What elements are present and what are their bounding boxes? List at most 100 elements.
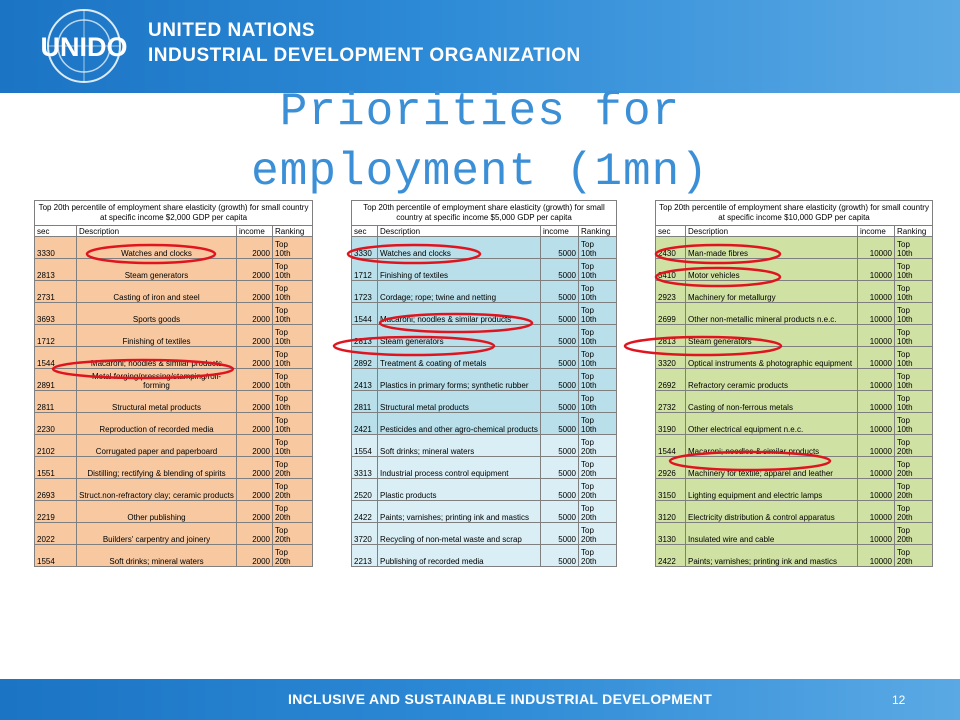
ranking-line2: 20th [897, 513, 913, 522]
cell-description: Macaroni; noodles & similar products [377, 302, 541, 325]
table-row: 2213 Publishing of recorded media 5000 Top 2… [351, 544, 618, 567]
cell-ranking: Top 10th [271, 346, 314, 369]
ranking-line1: Top [897, 306, 910, 315]
table-row: 1544 Macaroni; noodles & similar products… [34, 346, 314, 369]
table-row: 2813 Steam generators 2000 Top 10th [34, 258, 314, 281]
cell-ranking: Top 20th [577, 522, 618, 545]
cell-sec: 1544 [34, 346, 77, 369]
cell-sec: 3313 [351, 456, 378, 479]
cell-ranking: Top 20th [893, 500, 934, 523]
cell-income: 10000 [857, 544, 895, 567]
cell-sec: 3330 [34, 236, 77, 259]
col-header-income: income [236, 225, 273, 237]
ranking-line1: Top [581, 284, 594, 293]
org-name-line1: UNITED NATIONS [148, 20, 316, 41]
table-row: 2923 Machinery for metallurgy 10000 Top 10th [655, 280, 934, 303]
ranking-line2: 10th [897, 425, 913, 434]
table-row: 3190 Other electrical equipment n.e.c. 100… [655, 412, 934, 435]
table-row: 1551 Distilling; rectifying & blending of… [34, 456, 314, 479]
cell-ranking: Top 10th [893, 302, 934, 325]
ranking-line2: 10th [275, 249, 291, 258]
ranking-line1: Top [275, 482, 288, 491]
cell-description: Machinery for textile; apparel and leath… [685, 456, 858, 479]
cell-ranking: Top 10th [577, 236, 618, 259]
ranking-line1: Top [897, 240, 910, 249]
cell-description: Soft drinks; mineral waters [76, 544, 237, 567]
table-income-5000: Top 20th percentile of employment share … [350, 200, 618, 567]
table-row: 1712 Finishing of textiles 2000 Top 10th [34, 324, 314, 347]
cell-ranking: Top 10th [577, 324, 618, 347]
cell-description: Paints; varnishes; printing ink and mast… [685, 544, 858, 567]
unido-logo: UNIDO [41, 9, 128, 83]
cell-ranking: Top 10th [577, 368, 618, 391]
ranking-line2: 20th [897, 469, 913, 478]
ranking-line2: 10th [897, 271, 913, 280]
cell-income: 5000 [540, 236, 579, 259]
cell-description: Other electrical equipment n.e.c. [685, 412, 858, 435]
cell-income: 10000 [857, 368, 895, 391]
cell-description: Publishing of recorded media [377, 544, 541, 567]
col-header-sec: sec [655, 225, 686, 237]
cell-sec: 2230 [34, 412, 77, 435]
cell-income: 10000 [857, 478, 895, 501]
cell-sec: 2923 [655, 280, 686, 303]
ranking-line1: Top [275, 350, 288, 359]
ranking-line2: 20th [581, 469, 597, 478]
cell-description: Distilling; rectifying & blending of spi… [76, 456, 237, 479]
cell-sec: 1712 [351, 258, 378, 281]
ranking-line2: 20th [581, 513, 597, 522]
table-row: 2813 Steam generators 5000 Top 10th [351, 324, 618, 347]
cell-income: 2000 [236, 500, 273, 523]
cell-description: Machinery for metallurgy [685, 280, 858, 303]
cell-ranking: Top 10th [893, 412, 934, 435]
cell-sec: 2813 [351, 324, 378, 347]
ranking-line2: 10th [581, 425, 597, 434]
cell-income: 5000 [540, 390, 579, 413]
ranking-line1: Top [897, 284, 910, 293]
col-header-description: Description [685, 225, 858, 237]
ranking-line1: Top [275, 548, 288, 557]
table-row: 2699 Other non-metallic mineral products … [655, 302, 934, 325]
ranking-line1: Top [275, 306, 288, 315]
ranking-line2: 10th [581, 293, 597, 302]
cell-income: 2000 [236, 544, 273, 567]
cell-income: 2000 [236, 456, 273, 479]
ranking-line1: Top [275, 328, 288, 337]
cell-ranking: Top 20th [271, 478, 314, 501]
cell-ranking: Top 10th [893, 346, 934, 369]
cell-description: Optical instruments & photographic equip… [685, 346, 858, 369]
ranking-line1: Top [581, 416, 594, 425]
cell-description: Watches and clocks [76, 236, 237, 259]
cell-sec: 1544 [655, 434, 686, 457]
ranking-line2: 10th [275, 293, 291, 302]
ranking-line2: 20th [275, 535, 291, 544]
ranking-line2: 10th [581, 271, 597, 280]
cell-ranking: Top 20th [577, 478, 618, 501]
cell-income: 10000 [857, 302, 895, 325]
ranking-line1: Top [581, 526, 594, 535]
cell-income: 2000 [236, 258, 273, 281]
ranking-line2: 10th [897, 293, 913, 302]
cell-ranking: Top 10th [893, 368, 934, 391]
cell-sec: 2811 [34, 390, 77, 413]
footer-text: INCLUSIVE AND SUSTAINABLE INDUSTRIAL DEV… [288, 691, 713, 707]
table-row: 2692 Refractory ceramic products 10000 Top 1… [655, 368, 934, 391]
ranking-line1: Top [275, 240, 288, 249]
cell-ranking: Top 10th [893, 258, 934, 281]
cell-income: 5000 [540, 368, 579, 391]
cell-ranking: Top 20th [577, 544, 618, 567]
cell-sec: 3720 [351, 522, 378, 545]
cell-description: Soft drinks; mineral waters [377, 434, 541, 457]
col-header-income: income [540, 225, 579, 237]
table-row: 3330 Watches and clocks 2000 Top 10th [34, 236, 314, 259]
cell-sec: 2413 [351, 368, 378, 391]
ranking-line2: 10th [275, 337, 291, 346]
logo-text: UNIDO [41, 32, 128, 62]
ranking-line1: Top [897, 438, 910, 447]
ranking-line2: 10th [581, 359, 597, 368]
cell-ranking: Top 10th [893, 390, 934, 413]
cell-income: 5000 [540, 280, 579, 303]
ranking-line2: 20th [275, 513, 291, 522]
cell-income: 2000 [236, 236, 273, 259]
table-row: 3693 Sports goods 2000 Top 10th [34, 302, 314, 325]
